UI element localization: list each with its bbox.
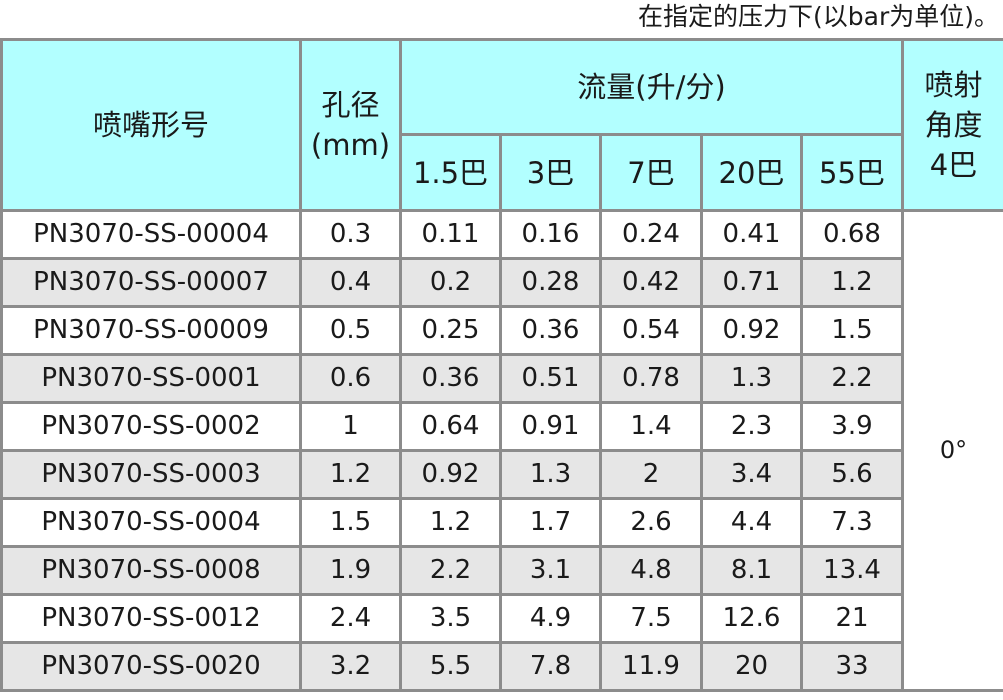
- flow-cell: 0.11: [399, 209, 502, 260]
- flow-cell: 0.54: [599, 305, 703, 356]
- flow-cell: 0.36: [499, 305, 602, 356]
- flow-cell: 0.71: [700, 257, 803, 308]
- orifice-cell: 1.5: [299, 497, 402, 548]
- flow-cell: 2.3: [700, 401, 803, 452]
- header-pressure-7bar: 7巴: [599, 133, 703, 212]
- flow-cell: 0.42: [599, 257, 703, 308]
- flow-cell: 4.9: [499, 593, 602, 644]
- flow-cell: 13.4: [800, 545, 904, 596]
- flow-cell: 7.5: [599, 593, 703, 644]
- model-cell: PN3070-SS-00009: [0, 305, 302, 356]
- header-orifice-label: 孔径: [321, 88, 380, 122]
- header-pressure-1-5bar: 1.5巴: [399, 133, 502, 212]
- model-cell: PN3070-SS-0003: [0, 449, 302, 500]
- flow-cell: 0.16: [499, 209, 602, 260]
- flow-cell: 0.28: [499, 257, 602, 308]
- flow-cell: 3.4: [700, 449, 803, 500]
- pressure-unit-caption: 在指定的压力下(以bar为单位)。: [638, 2, 999, 31]
- flow-cell: 0.78: [599, 353, 703, 404]
- flow-cell: 0.2: [399, 257, 502, 308]
- flow-cell: 2.6: [599, 497, 703, 548]
- table-row: PN3070-SS-0004 1.5 1.2 1.7 2.6 4.4 7.3: [0, 497, 1003, 548]
- model-cell: PN3070-SS-00007: [0, 257, 302, 308]
- flow-cell: 4.8: [599, 545, 703, 596]
- flow-cell: 8.1: [700, 545, 803, 596]
- model-cell: PN3070-SS-0012: [0, 593, 302, 644]
- flow-cell: 5.6: [800, 449, 904, 500]
- header-orifice: 孔径 (mm): [299, 38, 402, 212]
- flow-cell: 1.4: [599, 401, 703, 452]
- orifice-cell: 0.6: [299, 353, 402, 404]
- flow-cell: 1.3: [499, 449, 602, 500]
- model-cell: PN3070-SS-00004: [0, 209, 302, 260]
- flow-cell: 3.5: [399, 593, 502, 644]
- flow-cell: 5.5: [399, 641, 502, 692]
- table-row: PN3070-SS-00009 0.5 0.25 0.36 0.54 0.92 …: [0, 305, 1003, 356]
- header-pressure-20bar: 20巴: [700, 133, 803, 212]
- flow-cell: 7.3: [800, 497, 904, 548]
- flow-cell: 0.25: [399, 305, 502, 356]
- flow-cell: 20: [700, 641, 803, 692]
- flow-cell: 21: [800, 593, 904, 644]
- header-spray-angle: 喷射 角度 4巴: [901, 38, 1003, 212]
- header-angle-line2: 角度: [924, 108, 983, 142]
- flow-cell: 0.92: [700, 305, 803, 356]
- flow-cell: 33: [800, 641, 904, 692]
- orifice-cell: 1: [299, 401, 402, 452]
- table-row: PN3070-SS-0001 0.6 0.36 0.51 0.78 1.3 2.…: [0, 353, 1003, 404]
- table-row: PN3070-SS-0008 1.9 2.2 3.1 4.8 8.1 13.4: [0, 545, 1003, 596]
- flow-cell: 2: [599, 449, 703, 500]
- flow-cell: 0.91: [499, 401, 602, 452]
- flow-cell: 3.9: [800, 401, 904, 452]
- flow-cell: 3.1: [499, 545, 602, 596]
- orifice-cell: 2.4: [299, 593, 402, 644]
- table-row: PN3070-SS-0003 1.2 0.92 1.3 2 3.4 5.6: [0, 449, 1003, 500]
- flow-cell: 1.2: [399, 497, 502, 548]
- orifice-cell: 0.3: [299, 209, 402, 260]
- model-cell: PN3070-SS-0002: [0, 401, 302, 452]
- flow-cell: 2.2: [399, 545, 502, 596]
- model-cell: PN3070-SS-0004: [0, 497, 302, 548]
- model-cell: PN3070-SS-0001: [0, 353, 302, 404]
- header-pressure-3bar: 3巴: [499, 133, 602, 212]
- flow-cell: 7.8: [499, 641, 602, 692]
- flow-cell: 0.64: [399, 401, 502, 452]
- table-row: PN3070-SS-0002 1 0.64 0.91 1.4 2.3 3.9: [0, 401, 1003, 452]
- flow-cell: 0.24: [599, 209, 703, 260]
- flow-cell: 12.6: [700, 593, 803, 644]
- header-pressure-55bar: 55巴: [800, 133, 904, 212]
- orifice-cell: 0.4: [299, 257, 402, 308]
- table-row: PN3070-SS-0020 3.2 5.5 7.8 11.9 20 33: [0, 641, 1003, 692]
- flow-cell: 2.2: [800, 353, 904, 404]
- orifice-cell: 3.2: [299, 641, 402, 692]
- table-row: PN3070-SS-00004 0.3 0.11 0.16 0.24 0.41 …: [0, 209, 1003, 692]
- flow-cell: 4.4: [700, 497, 803, 548]
- flow-cell: 0.68: [800, 209, 904, 260]
- header-orifice-unit: (mm): [310, 128, 391, 162]
- header-model: 喷嘴形号: [0, 38, 302, 212]
- header-flow-group: 流量(升/分): [399, 38, 904, 136]
- table-row: PN3070-SS-00007 0.4 0.2 0.28 0.42 0.71 1…: [0, 257, 1003, 308]
- orifice-cell: 1.2: [299, 449, 402, 500]
- model-cell: PN3070-SS-0020: [0, 641, 302, 692]
- flow-cell: 0.51: [499, 353, 602, 404]
- nozzle-spec-table: 喷嘴形号 孔径 (mm) 流量(升/分) 喷射 角度 4巴 1.5巴 3巴 7巴…: [0, 38, 1003, 692]
- flow-cell: 1.5: [800, 305, 904, 356]
- flow-cell: 1.7: [499, 497, 602, 548]
- table-row: PN3070-SS-0012 2.4 3.5 4.9 7.5 12.6 21: [0, 593, 1003, 644]
- flow-cell: 11.9: [599, 641, 703, 692]
- spray-angle-cell: 0°: [901, 209, 1003, 692]
- flow-cell: 1.3: [700, 353, 803, 404]
- flow-cell: 0.36: [399, 353, 502, 404]
- model-cell: PN3070-SS-0008: [0, 545, 302, 596]
- flow-cell: 0.41: [700, 209, 803, 260]
- orifice-cell: 0.5: [299, 305, 402, 356]
- header-angle-line3: 4巴: [929, 148, 978, 182]
- flow-cell: 0.92: [399, 449, 502, 500]
- header-angle-line1: 喷射: [924, 68, 983, 102]
- orifice-cell: 1.9: [299, 545, 402, 596]
- flow-cell: 1.2: [800, 257, 904, 308]
